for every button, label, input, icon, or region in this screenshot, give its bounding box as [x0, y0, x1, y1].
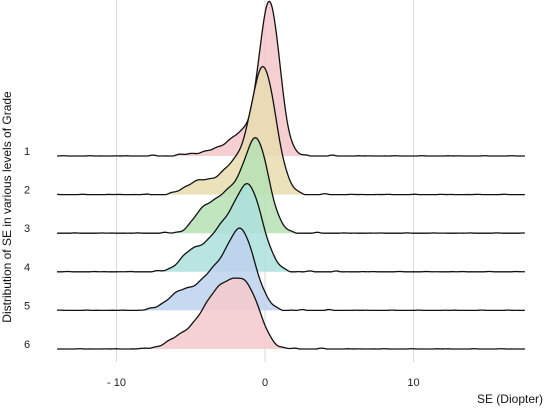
ridge-area-grade-4 [57, 183, 525, 272]
y-axis-title: Distribution of SE in various levels of … [0, 91, 14, 323]
ridge-area-grade-5 [57, 228, 525, 311]
ridge-grade-1 [57, 0, 525, 157]
ridge-line-grade-2 [57, 65, 525, 196]
ridge-line-grade-3 [57, 137, 525, 234]
x-tick-label: 0 [262, 377, 268, 389]
ridge-line-grade-6 [57, 277, 525, 350]
ridge-grade-4 [57, 182, 525, 273]
x-axis-title: SE (Diopter) [477, 392, 543, 406]
y-tick-labels: 1 2 3 4 5 6 [24, 146, 30, 351]
ridge-area-grade-1 [57, 1, 525, 156]
x-tick-labels: - 10 0 10 [107, 377, 420, 389]
x-tick-label: - 10 [107, 377, 126, 389]
ridge-line-grade-4 [57, 182, 525, 273]
ridge-area-grade-6 [57, 278, 525, 349]
y-tick-label: 5 [24, 300, 30, 312]
y-tick-label: 6 [24, 339, 30, 351]
ridges [57, 0, 525, 350]
ridge-grade-6 [57, 277, 525, 350]
y-tick-label: 3 [24, 223, 30, 235]
y-tick-label: 1 [24, 146, 30, 158]
x-tick-label: 10 [407, 377, 419, 389]
ridge-area-grade-2 [57, 66, 525, 195]
y-tick-label: 2 [24, 185, 30, 197]
ridge-grade-3 [57, 137, 525, 234]
ridge-grade-2 [57, 65, 525, 196]
ridge-line-grade-1 [57, 0, 525, 157]
ridge-grade-5 [57, 227, 525, 312]
y-tick-label: 4 [24, 262, 30, 274]
ridge-line-grade-5 [57, 227, 525, 312]
